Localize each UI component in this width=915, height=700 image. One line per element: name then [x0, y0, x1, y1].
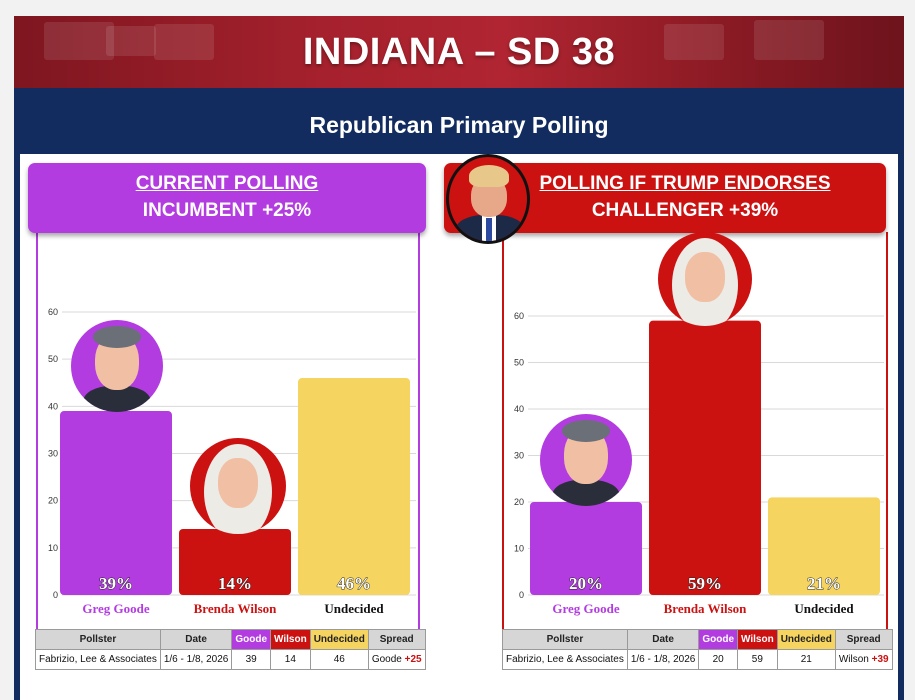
right-data-label: 21%	[807, 574, 841, 593]
right-y-tick-label: 60	[514, 311, 524, 321]
goode-photo-left	[71, 320, 163, 412]
current-polling-title: CURRENT POLLING	[135, 173, 319, 194]
right-bar-1	[530, 502, 642, 595]
left-y-tick-label: 20	[48, 496, 58, 506]
right-bar-2	[649, 320, 761, 595]
goode-photo-right	[540, 414, 632, 506]
left-category-label: Greg Goode	[82, 601, 150, 616]
banner-title: INDIANA – SD 38	[302, 31, 616, 73]
cell-undecided: 46	[309, 649, 369, 670]
right-y-tick-label: 10	[514, 544, 524, 554]
col-date: Date	[159, 629, 233, 650]
banner-sign-decoration	[106, 26, 156, 56]
spread-value: +25	[404, 654, 422, 665]
col-wilson: Wilson	[737, 629, 778, 650]
right-category-label: Brenda Wilson	[664, 601, 747, 616]
cell-spread: Goode +25	[367, 649, 426, 670]
left-poll-table: Pollster Date Goode Wilson Undecided Spr…	[35, 629, 426, 670]
col-wilson: Wilson	[270, 629, 311, 650]
col-goode: Goode	[231, 629, 272, 650]
wilson-photo-left	[190, 438, 286, 534]
left-y-tick-label: 0	[53, 590, 58, 600]
col-spread: Spread	[834, 629, 893, 650]
trump-endorses-title: POLLING IF TRUMP ENDORSES	[539, 173, 831, 194]
wilson-photo-right	[658, 232, 752, 326]
right-category-label: Greg Goode	[552, 601, 620, 616]
current-polling-header: CURRENT POLLING INCUMBENT +25%	[28, 163, 426, 233]
left-data-label: 39%	[99, 574, 133, 593]
left-category-label: Undecided	[324, 601, 384, 616]
left-bar-1	[60, 411, 172, 595]
cell-goode: 20	[698, 649, 739, 670]
col-goode: Goode	[698, 629, 739, 650]
cell-goode: 39	[231, 649, 272, 670]
incumbent-lead-label: INCUMBENT +25%	[142, 200, 312, 221]
spread-value: +39	[871, 654, 889, 665]
left-bar-3	[298, 378, 410, 595]
table-header-row: Pollster Date Goode Wilson Undecided Spr…	[35, 629, 426, 650]
col-pollster: Pollster	[35, 629, 161, 650]
cell-undecided: 21	[776, 649, 836, 670]
cell-wilson: 59	[737, 649, 778, 670]
banner-sign-decoration	[664, 24, 724, 60]
banner: INDIANA – SD 38	[14, 16, 904, 88]
left-y-tick-label: 40	[48, 401, 58, 411]
col-date: Date	[626, 629, 700, 650]
right-y-tick-label: 50	[514, 358, 524, 368]
table-header-row: Pollster Date Goode Wilson Undecided Spr…	[502, 629, 893, 650]
left-y-tick-label: 30	[48, 449, 58, 459]
right-y-tick-label: 0	[519, 590, 524, 600]
cell-pollster: Fabrizio, Lee & Associates	[502, 649, 628, 670]
table-row: Fabrizio, Lee & Associates 1/6 - 1/8, 20…	[35, 649, 426, 670]
cell-date: 1/6 - 1/8, 2026	[626, 649, 700, 670]
col-spread: Spread	[367, 629, 426, 650]
cell-pollster: Fabrizio, Lee & Associates	[35, 649, 161, 670]
col-undecided: Undecided	[776, 629, 836, 650]
cell-date: 1/6 - 1/8, 2026	[159, 649, 233, 670]
banner-sign-decoration	[754, 20, 824, 60]
spread-leader: Wilson	[838, 654, 869, 665]
left-data-label: 14%	[218, 574, 252, 593]
col-pollster: Pollster	[502, 629, 628, 650]
page-subtitle: Republican Primary Polling	[309, 112, 609, 138]
left-y-tick-label: 60	[48, 307, 58, 317]
left-y-tick-label: 10	[48, 543, 58, 553]
banner-sign-decoration	[154, 24, 214, 60]
col-undecided: Undecided	[309, 629, 369, 650]
banner-sign-decoration	[44, 22, 114, 60]
left-y-tick-label: 50	[48, 354, 58, 364]
spread-leader: Goode	[371, 654, 402, 665]
right-y-tick-label: 30	[514, 451, 524, 461]
right-bar-3	[768, 497, 880, 595]
table-row: Fabrizio, Lee & Associates 1/6 - 1/8, 20…	[502, 649, 893, 670]
right-data-label: 59%	[688, 574, 722, 593]
cell-spread: Wilson +39	[834, 649, 893, 670]
challenger-lead-label: CHALLENGER +39%	[591, 200, 779, 221]
trump-photo	[446, 154, 530, 244]
right-category-label: Undecided	[794, 601, 854, 616]
right-data-label: 20%	[569, 574, 603, 593]
left-data-label: 46%	[337, 574, 371, 593]
cell-wilson: 14	[270, 649, 311, 670]
left-category-label: Brenda Wilson	[194, 601, 277, 616]
right-y-tick-label: 40	[514, 404, 524, 414]
left-bar-2	[179, 528, 291, 595]
right-poll-table: Pollster Date Goode Wilson Undecided Spr…	[502, 629, 893, 670]
right-y-tick-label: 20	[514, 497, 524, 507]
